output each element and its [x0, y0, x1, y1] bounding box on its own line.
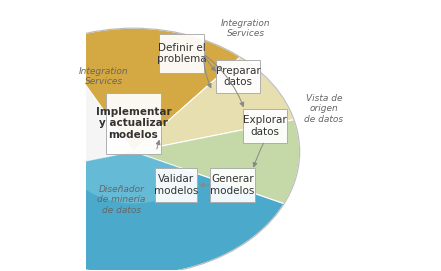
FancyBboxPatch shape: [243, 109, 287, 143]
Polygon shape: [0, 151, 284, 271]
Text: Explorar
datos: Explorar datos: [243, 115, 287, 137]
Text: Implementar
y actualizar
modelos: Implementar y actualizar modelos: [96, 107, 171, 140]
Text: Definir el
problema: Definir el problema: [157, 43, 206, 64]
Polygon shape: [66, 151, 197, 204]
Text: Integration
Services: Integration Services: [221, 18, 271, 38]
Text: Vista de
origen
de datos: Vista de origen de datos: [304, 94, 344, 124]
Text: Diseñador
de minería
de datos: Diseñador de minería de datos: [97, 185, 146, 215]
FancyBboxPatch shape: [106, 93, 161, 154]
FancyBboxPatch shape: [210, 168, 255, 202]
Polygon shape: [55, 28, 240, 151]
Polygon shape: [133, 57, 294, 151]
FancyBboxPatch shape: [216, 60, 260, 93]
Text: Preparar
datos: Preparar datos: [216, 66, 260, 87]
FancyBboxPatch shape: [156, 168, 197, 202]
Polygon shape: [133, 120, 299, 204]
Text: Validar
modelos: Validar modelos: [154, 174, 198, 196]
FancyBboxPatch shape: [159, 34, 205, 73]
Text: Generar
modelos: Generar modelos: [210, 174, 255, 196]
Text: Integration
Services: Integration Services: [79, 67, 129, 86]
Ellipse shape: [0, 28, 299, 271]
